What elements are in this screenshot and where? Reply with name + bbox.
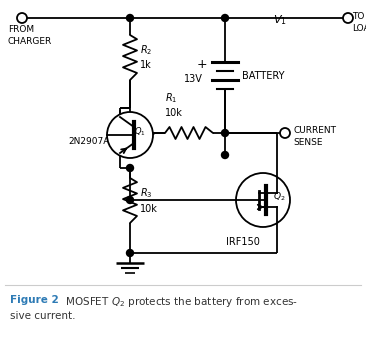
Text: TO
LOAD: TO LOAD: [352, 12, 366, 33]
Text: $Q_2$: $Q_2$: [273, 191, 285, 203]
Text: Figure 2: Figure 2: [10, 295, 59, 305]
Circle shape: [127, 165, 134, 171]
Circle shape: [107, 112, 153, 158]
Circle shape: [221, 151, 228, 158]
Circle shape: [236, 173, 290, 227]
Text: +: +: [197, 59, 207, 71]
Text: CURRENT
SENSE: CURRENT SENSE: [293, 126, 336, 147]
Text: sive current.: sive current.: [10, 311, 75, 321]
Text: $R_1$
10k: $R_1$ 10k: [165, 91, 183, 118]
Text: $R_2$
1k: $R_2$ 1k: [140, 43, 152, 70]
Text: $R_3$
10k: $R_3$ 10k: [140, 187, 158, 214]
Circle shape: [221, 129, 228, 137]
Circle shape: [17, 13, 27, 23]
Text: $Q_1$: $Q_1$: [134, 126, 146, 138]
Text: 13V: 13V: [184, 74, 203, 84]
Circle shape: [221, 14, 228, 21]
Circle shape: [280, 128, 290, 138]
Text: 2N2907A: 2N2907A: [68, 138, 109, 147]
Circle shape: [127, 249, 134, 256]
Text: $V_1$: $V_1$: [273, 13, 287, 27]
Text: IRF150: IRF150: [226, 237, 260, 247]
Text: BATTERY: BATTERY: [242, 71, 284, 81]
Circle shape: [127, 197, 134, 204]
Text: MOSFET $Q_2$ protects the battery from exces-: MOSFET $Q_2$ protects the battery from e…: [62, 295, 298, 309]
Circle shape: [127, 14, 134, 21]
Text: FROM
CHARGER: FROM CHARGER: [8, 25, 52, 46]
Circle shape: [343, 13, 353, 23]
